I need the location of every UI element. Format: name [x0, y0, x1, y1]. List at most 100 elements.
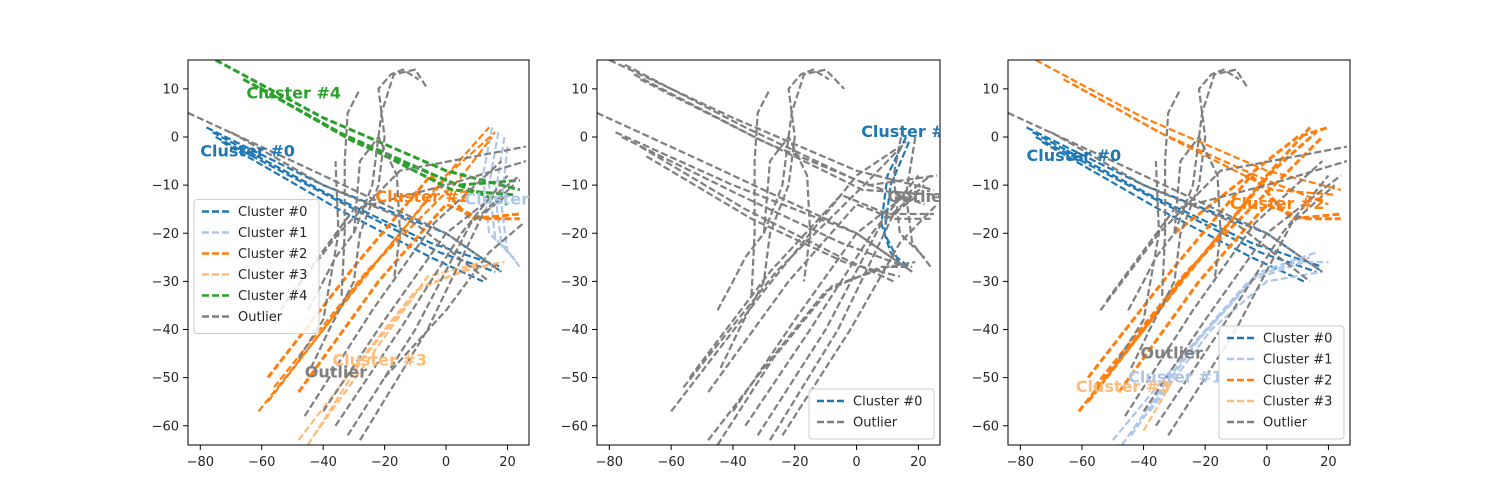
track-line	[1099, 145, 1348, 311]
track-line	[1032, 131, 1323, 268]
legend-label: Outlier	[1263, 416, 1308, 431]
track-line	[1130, 251, 1317, 437]
track-line	[769, 193, 920, 441]
track-line	[303, 160, 503, 417]
track-line	[1154, 174, 1330, 427]
y-tick-label: 10	[982, 82, 999, 97]
legend-label: Cluster #0	[1263, 332, 1332, 347]
track-line	[1117, 161, 1161, 359]
track-line	[260, 87, 520, 187]
y-tick-label: −20	[152, 227, 179, 242]
legend-label: Outlier	[853, 416, 898, 431]
track-line	[1173, 125, 1329, 235]
y-tick-label: −10	[152, 179, 179, 194]
cluster-label: Outlier	[1140, 343, 1202, 362]
track-line	[1161, 88, 1182, 296]
y-tick-label: −40	[972, 323, 999, 338]
x-tick-label: −60	[1068, 455, 1095, 470]
track-line	[1008, 111, 1323, 273]
track-line	[756, 184, 926, 436]
y-tick-label: −30	[152, 275, 179, 290]
y-tick-label: −30	[972, 275, 999, 290]
track-line	[732, 174, 932, 412]
y-tick-label: −40	[561, 323, 588, 338]
track-line	[1093, 135, 1324, 389]
x-tick-label: −40	[309, 455, 336, 470]
track-line	[334, 174, 509, 427]
series-cluster-4	[214, 60, 521, 206]
track-line	[1130, 68, 1240, 369]
y-tick-label: −60	[152, 419, 179, 434]
track-line	[212, 131, 502, 268]
y-tick-label: −50	[152, 371, 179, 386]
legend-label: Cluster #2	[1263, 374, 1332, 389]
track-line	[707, 203, 931, 393]
x-tick-label: −60	[657, 455, 684, 470]
x-tick-label: −40	[719, 455, 746, 470]
cluster-label: Cluster #1	[464, 189, 559, 208]
track-line	[719, 68, 830, 369]
cluster-label: Cluster #2	[1230, 194, 1325, 213]
cluster-label: Cluster #3	[1076, 377, 1171, 396]
track-line	[313, 261, 484, 437]
x-tick-label: 20	[1320, 455, 1337, 470]
track-line	[500, 146, 509, 253]
track-line	[750, 88, 771, 296]
x-tick-label: −80	[1007, 455, 1034, 470]
track-line	[1062, 78, 1329, 206]
track-line	[1142, 174, 1342, 412]
legend: Cluster #0 Outlier	[808, 388, 935, 440]
track-line	[1026, 126, 1323, 273]
x-tick-label: 0	[852, 455, 860, 470]
series-outlier	[188, 68, 527, 441]
series-cluster-2	[1035, 60, 1342, 413]
y-tick-label: −40	[152, 323, 179, 338]
y-tick-label: −20	[972, 227, 999, 242]
track-line	[1050, 131, 1311, 283]
series-cluster-3	[1142, 377, 1176, 432]
y-tick-label: −50	[972, 371, 999, 386]
legend-label: Outlier	[238, 310, 283, 325]
track-line	[297, 202, 520, 393]
track-line	[1124, 160, 1324, 417]
x-tick-label: 20	[910, 455, 927, 470]
track-line	[346, 184, 515, 436]
track-line	[309, 68, 419, 369]
track-line	[230, 131, 490, 283]
track-line	[688, 193, 934, 379]
y-tick-label: 10	[571, 82, 588, 97]
legend-label: Cluster #1	[238, 226, 307, 241]
track-line	[205, 126, 503, 273]
cluster-label: Cluster #0	[1026, 146, 1121, 165]
track-line	[322, 174, 521, 412]
track-line	[383, 222, 524, 379]
axes-frame	[1007, 59, 1351, 446]
plot-panel-middle: −80 −60 −40 −20 0 20 −60 −50 −40 −30 −20 −10 0 10 Clus…	[561, 59, 949, 470]
x-tick-label: −40	[1130, 455, 1157, 470]
y-tick-label: −20	[561, 227, 588, 242]
y-tick-label: −30	[561, 275, 588, 290]
track-line	[1127, 68, 1250, 311]
track-line	[1072, 83, 1335, 196]
x-tick-label: −20	[781, 455, 808, 470]
track-line	[1111, 261, 1329, 441]
legend-label: Cluster #0	[238, 205, 307, 220]
x-tick-label: −80	[596, 455, 623, 470]
track-line	[1142, 377, 1176, 432]
x-tick-label: −20	[1191, 455, 1218, 470]
x-tick-label: 0	[1263, 455, 1271, 470]
cluster-label: Cluster #3	[332, 351, 427, 370]
track-line	[1105, 160, 1348, 302]
x-tick-label: 20	[499, 455, 516, 470]
cluster-label: Outlier	[887, 187, 949, 206]
cluster-label: Cluster #1	[1128, 367, 1223, 386]
track-line	[621, 136, 907, 268]
track-line	[352, 134, 402, 282]
y-tick-label: −50	[561, 371, 588, 386]
cluster-label: Cluster #2	[375, 187, 470, 206]
legend-label: Cluster #4	[238, 289, 307, 304]
track-line	[597, 111, 913, 273]
legend-label: Cluster #0	[853, 395, 922, 410]
x-tick-label: −80	[187, 455, 214, 470]
